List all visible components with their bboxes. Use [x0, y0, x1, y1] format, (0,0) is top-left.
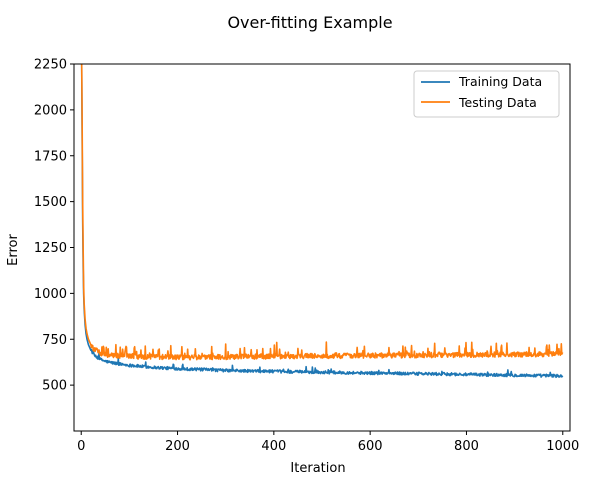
y-tick-label: 1750: [34, 149, 67, 164]
y-tick-label: 2250: [34, 58, 67, 73]
x-tick-label: 600: [358, 439, 383, 454]
x-axis-label: Iteration: [290, 461, 345, 476]
chart-title: Over-fitting Example: [227, 13, 392, 32]
y-tick-label: 2000: [34, 103, 67, 118]
y-tick-label: 1250: [34, 241, 67, 256]
x-tick-label: 800: [454, 439, 479, 454]
series-layer: [80, 64, 564, 379]
legend-label-training: Training Data: [458, 74, 542, 89]
legend-label-testing: Testing Data: [458, 95, 537, 110]
x-tick-label: 0: [77, 439, 85, 454]
x-axis: 0 200 400 600 800 1000: [77, 431, 579, 454]
legend: Training Data Testing Data: [413, 70, 560, 118]
training-data-line: [80, 64, 564, 379]
testing-data-line: [80, 64, 564, 361]
x-tick-label: 1000: [546, 439, 579, 454]
y-tick-label: 500: [42, 379, 67, 394]
y-axis-label: Error: [6, 234, 21, 266]
y-tick-label: 1500: [34, 195, 67, 210]
x-tick-label: 400: [261, 439, 286, 454]
x-tick-label: 200: [165, 439, 190, 454]
y-tick-label: 750: [42, 333, 67, 348]
y-tick-label: 1000: [34, 287, 67, 302]
legend-box: [413, 70, 560, 118]
y-axis: 500 750 1000 1250 1500 1750 2000 2250: [34, 58, 74, 394]
